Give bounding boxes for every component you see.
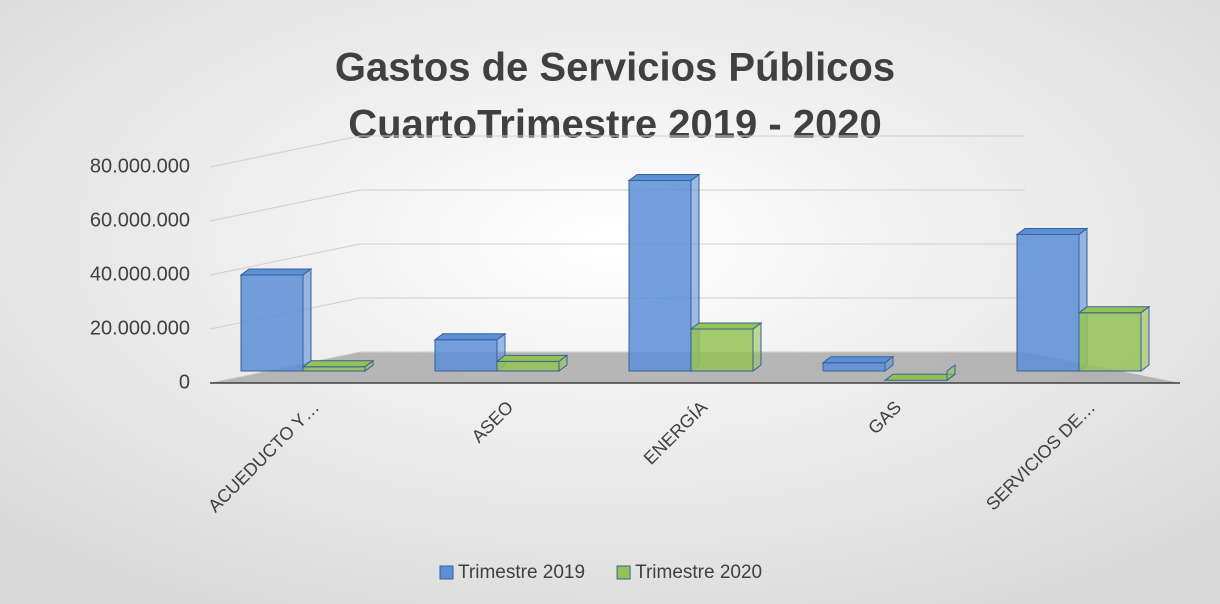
y-tick-label: 20.000.000 — [90, 317, 190, 339]
bar-top — [239, 268, 313, 276]
bar-top — [495, 354, 569, 362]
bar-top — [689, 322, 763, 330]
chart-title: Gastos de Servicios Públicos — [335, 46, 895, 90]
bar-top — [301, 360, 375, 368]
bar-side — [752, 322, 762, 372]
grid-line — [209, 189, 361, 222]
bar-side — [884, 355, 894, 372]
bar-side — [1140, 305, 1150, 372]
bar-top — [821, 356, 895, 364]
bar-side — [946, 364, 956, 382]
bar-side — [558, 354, 568, 372]
y-tick-label: 60.000.000 — [90, 209, 190, 231]
bar-top — [883, 373, 957, 381]
bar — [1016, 234, 1080, 372]
y-tick-label: 0 — [179, 371, 190, 393]
chart-title: CuartoTrimestre 2019 - 2020 — [348, 103, 882, 147]
bar — [1078, 312, 1142, 372]
bar-side — [364, 359, 374, 372]
bar — [434, 339, 498, 372]
grid-line — [209, 243, 361, 276]
y-tick-label: 80.000.000 — [90, 155, 190, 177]
legend-swatch — [616, 565, 631, 580]
bar-top — [1077, 306, 1151, 314]
y-tick-label: 40.000.000 — [90, 263, 190, 285]
bar — [496, 360, 560, 372]
bar-top — [1015, 228, 1089, 235]
legend-label: Trimestre 2019 — [458, 562, 585, 583]
bar — [628, 180, 692, 372]
bar-top — [627, 174, 701, 181]
legend-swatch — [439, 565, 454, 580]
bar-top — [433, 333, 507, 341]
bar — [822, 362, 886, 372]
grid-line — [209, 135, 361, 168]
bar — [240, 274, 304, 372]
bar-side — [302, 268, 312, 372]
bar — [302, 366, 366, 372]
legend-label: Trimestre 2020 — [635, 562, 762, 583]
bar — [690, 328, 754, 372]
